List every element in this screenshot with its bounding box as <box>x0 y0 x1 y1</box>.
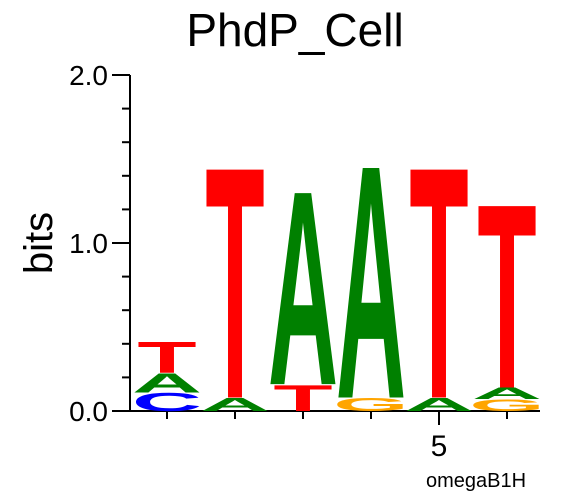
y-axis-label: bits <box>17 212 61 274</box>
logo-letter-t: T <box>273 377 332 419</box>
logo-letter-a: A <box>472 384 542 402</box>
logo-letter-c: C <box>132 388 202 417</box>
logo-letter-a: A <box>132 367 202 398</box>
logo-letter-t: T <box>477 150 536 445</box>
logo-letter-a: A <box>200 394 270 415</box>
y-tick-label: 1.0 <box>69 228 108 259</box>
y-tick-label: 2.0 <box>69 60 108 91</box>
x-axis: 5 <box>130 410 540 463</box>
logo-letter-t: T <box>205 98 264 469</box>
chart-title: PhdP_Cell <box>186 4 403 56</box>
logo-letter-g: G <box>469 396 544 414</box>
logo-letter-a: A <box>404 394 474 415</box>
logo-letter-a: A <box>268 134 338 444</box>
x-axis-label: omegaB1H <box>426 470 526 492</box>
y-tick-label: 0.0 <box>69 396 108 427</box>
y-axis: 0.0 1.0 2.0 <box>69 60 131 427</box>
logo-letter-t: T <box>137 332 196 381</box>
logo-letter-t: T <box>409 98 468 469</box>
x-tick-label: 5 <box>431 430 448 463</box>
logo-letter-g: G <box>333 394 408 415</box>
logo-letter-a: A <box>336 97 406 469</box>
